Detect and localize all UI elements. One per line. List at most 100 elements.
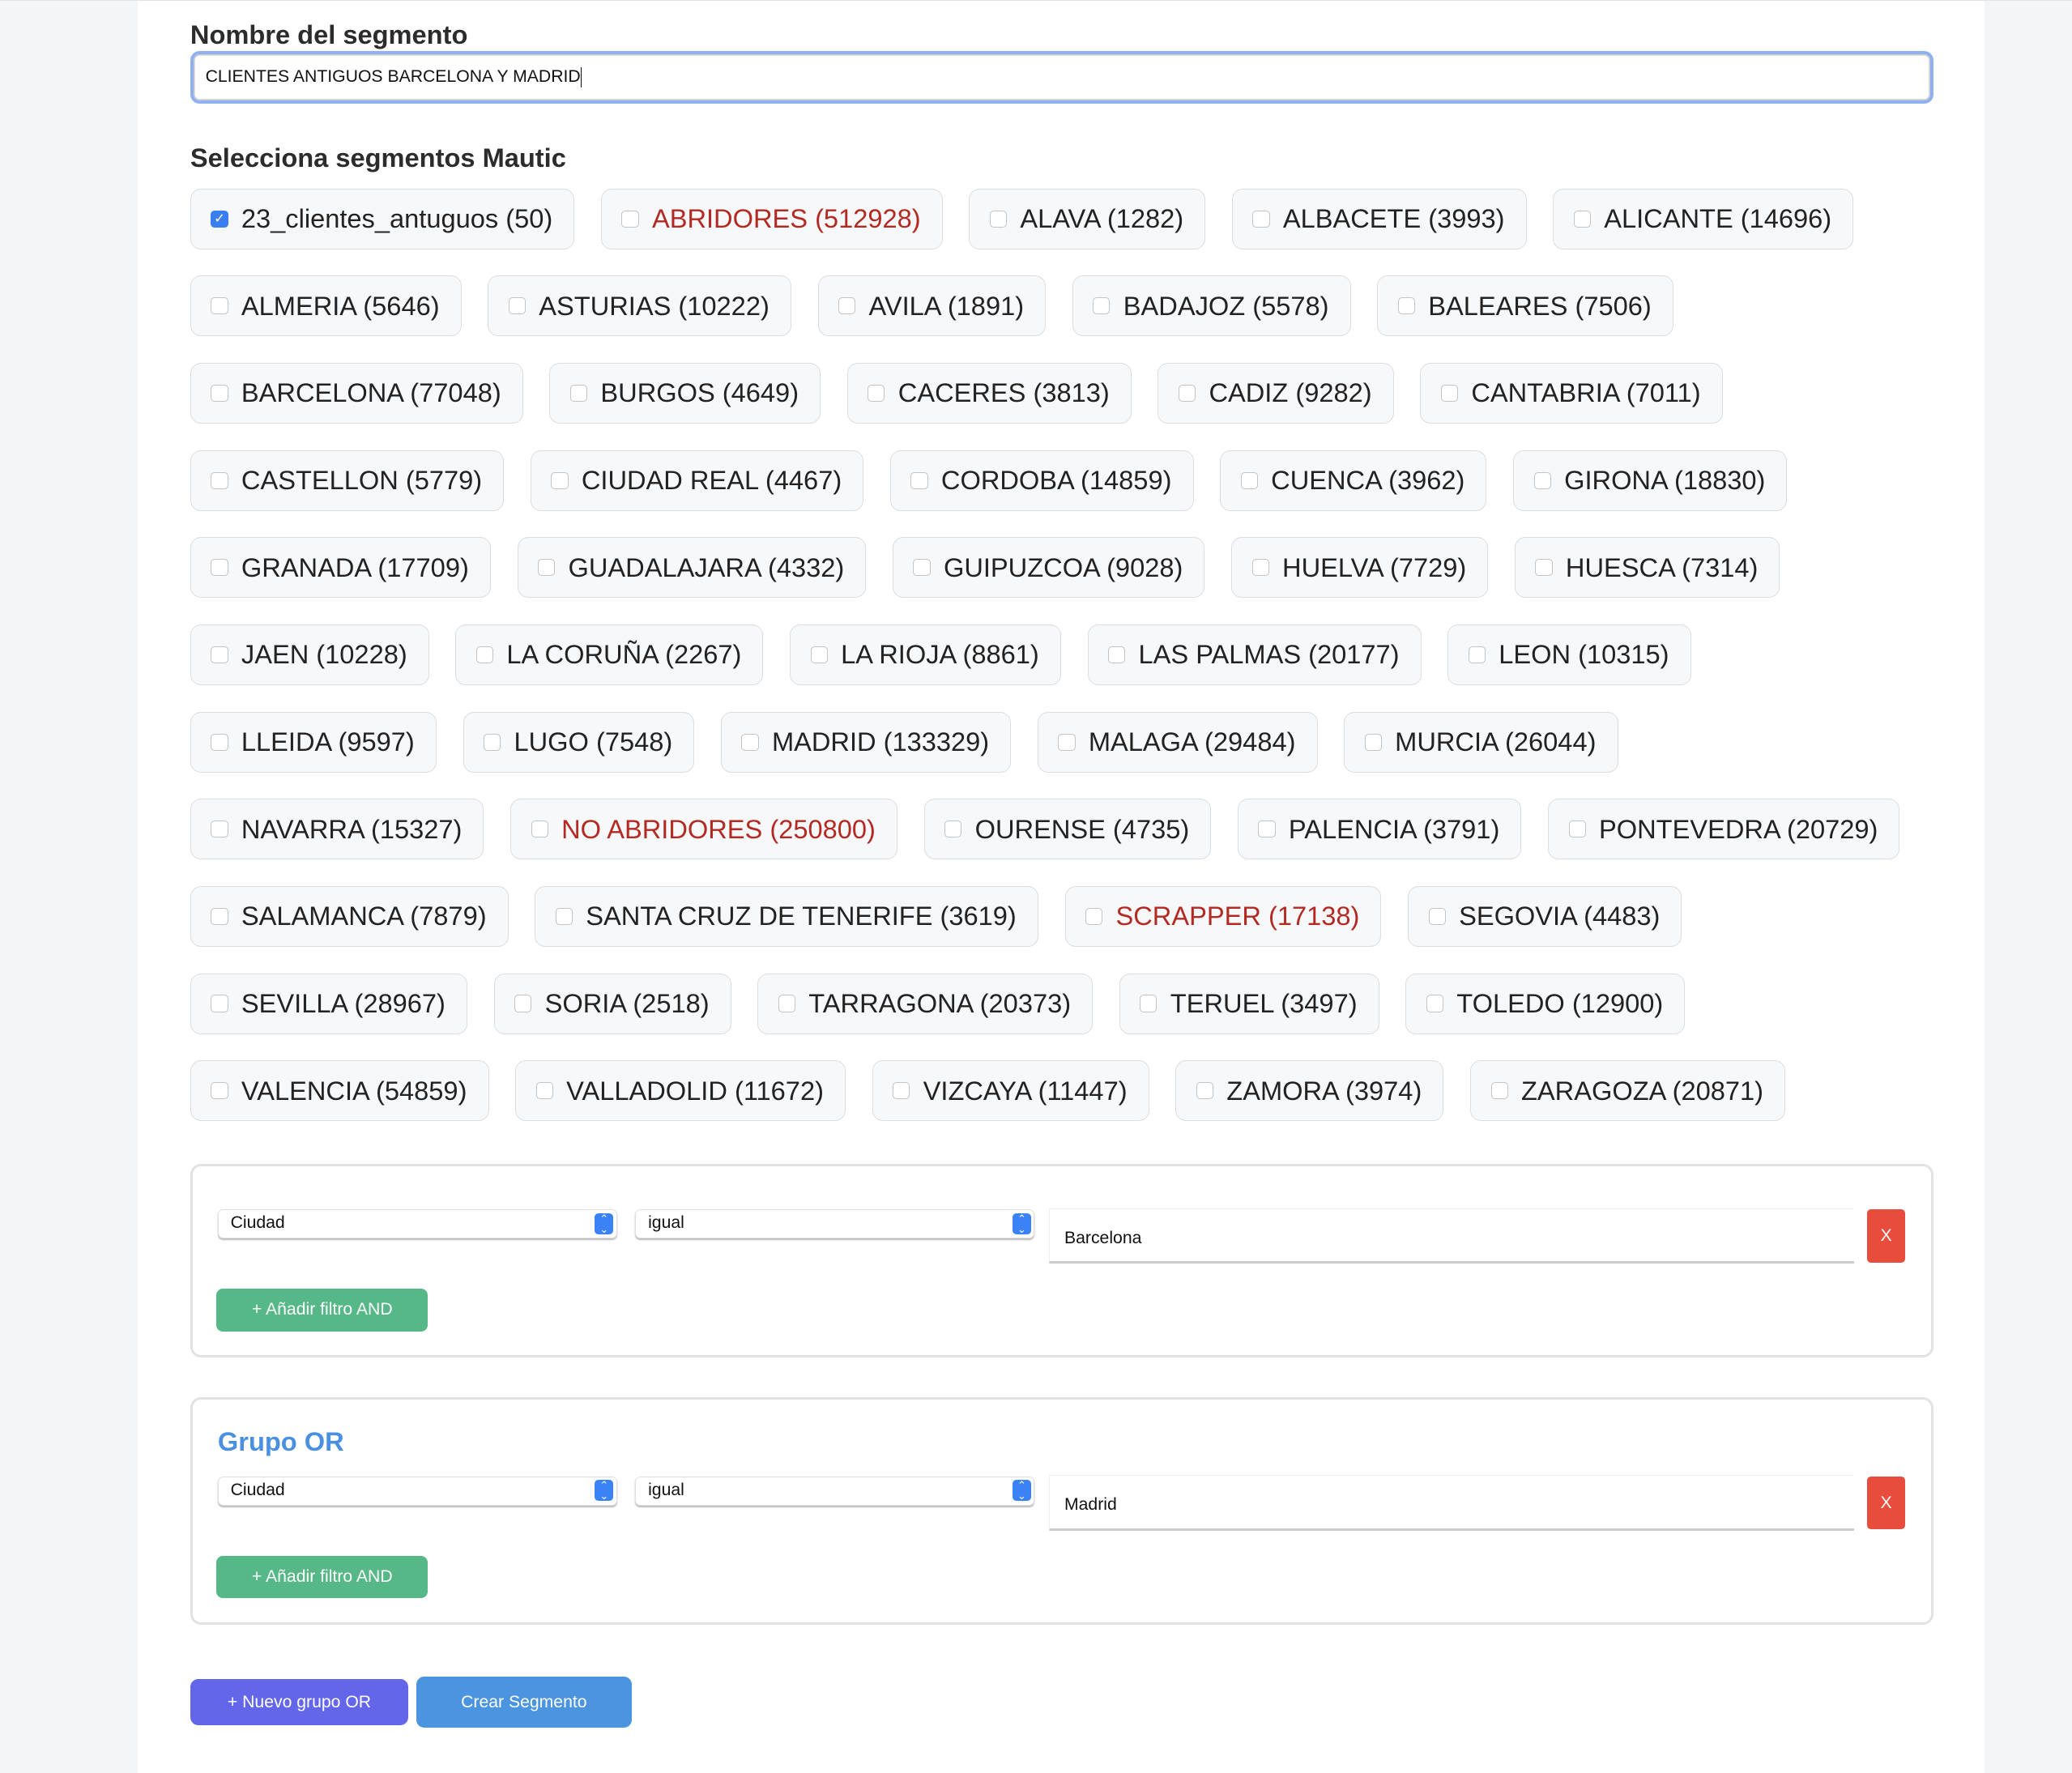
value-input[interactable]: Barcelona [1049, 1208, 1854, 1264]
segment-checkbox-item[interactable]: VIZCAYA (11447) [872, 1060, 1149, 1122]
checkbox-icon[interactable] [1196, 1082, 1213, 1100]
segment-checkbox-item[interactable]: ALICANTE (14696) [1553, 188, 1854, 249]
segment-checkbox-item[interactable]: TERUEL (3497) [1119, 973, 1379, 1034]
checkbox-icon[interactable] [555, 907, 573, 926]
segment-checkbox-item[interactable]: TARRAGONA (20373) [757, 973, 1094, 1034]
remove-filter-button[interactable]: X [1866, 1209, 1906, 1263]
checkbox-icon[interactable] [838, 297, 856, 315]
segment-checkbox-item[interactable]: GUIPUZCOA (9028) [892, 537, 1205, 599]
field-select[interactable]: Ciudad ⌃ ⌄ [217, 1476, 617, 1506]
segment-checkbox-item[interactable]: VALENCIA (54859) [190, 1060, 489, 1122]
segment-checkbox-item[interactable]: VALLADOLID (11672) [515, 1060, 846, 1122]
checkbox-icon[interactable] [1258, 820, 1276, 838]
value-input[interactable]: Madrid [1049, 1475, 1854, 1531]
segment-checkbox-item[interactable]: JAEN (10228) [190, 624, 429, 685]
checkbox-icon[interactable] [475, 646, 494, 664]
segment-checkbox-item[interactable]: MADRID (133329) [720, 711, 1012, 773]
checkbox-icon[interactable] [514, 995, 532, 1012]
segment-checkbox-item[interactable]: LUGO (7548) [463, 711, 695, 773]
checkbox-icon[interactable] [211, 646, 228, 664]
segment-checkbox-item[interactable]: GUADALAJARA (4332) [517, 537, 867, 599]
segment-checkbox-item[interactable]: MALAGA (29484) [1037, 711, 1318, 773]
create-segment-button[interactable]: Crear Segmento [416, 1676, 632, 1728]
segment-checkbox-item[interactable]: CIUDAD REAL (4467) [530, 450, 864, 511]
segment-checkbox-item[interactable]: LA RIOJA (8861) [790, 624, 1061, 685]
checkbox-icon[interactable] [535, 1082, 553, 1100]
checkbox-icon[interactable] [868, 384, 885, 403]
checkbox-icon[interactable] [1533, 471, 1551, 489]
segment-checkbox-item[interactable]: HUESCA (7314) [1514, 537, 1780, 599]
checkbox-icon[interactable] [1468, 646, 1486, 664]
checkbox-icon[interactable] [989, 210, 1007, 228]
checkbox-icon[interactable] [211, 384, 228, 403]
checkbox-icon[interactable] [531, 820, 548, 838]
segment-checkbox-item[interactable]: MURCIA (26044) [1344, 711, 1618, 773]
segment-checkbox-item[interactable]: ASTURIAS (10222) [488, 275, 791, 337]
segment-checkbox-item[interactable]: SANTA CRUZ DE TENERIFE (3619) [535, 885, 1038, 947]
segment-checkbox-item[interactable]: AVILA (1891) [817, 275, 1047, 337]
checkbox-icon[interactable] [1428, 907, 1446, 926]
segment-checkbox-item[interactable]: SEGOVIA (4483) [1408, 885, 1682, 947]
segment-checkbox-item[interactable]: LAS PALMAS (20177) [1087, 624, 1422, 685]
add-and-filter-button[interactable]: + Añadir filtro AND [216, 1555, 428, 1599]
operator-select[interactable]: igual ⌃ ⌄ [635, 1209, 1035, 1239]
checkbox-icon[interactable] [913, 559, 931, 577]
segment-checkbox-item[interactable]: SEVILLA (28967) [190, 973, 467, 1034]
checkbox-icon[interactable] [810, 646, 828, 664]
checkbox-icon[interactable] [1440, 384, 1458, 403]
segment-checkbox-item[interactable]: LLEIDA (9597) [190, 711, 437, 773]
checkbox-icon[interactable] [211, 733, 228, 751]
segment-checkbox-item[interactable]: CASTELLON (5779) [190, 450, 505, 511]
segment-checkbox-item[interactable]: HUELVA (7729) [1231, 537, 1489, 599]
checkbox-icon[interactable] [211, 559, 228, 577]
checkbox-icon[interactable] [211, 907, 228, 926]
checkbox-icon[interactable] [1107, 646, 1126, 664]
segment-checkbox-item[interactable]: NAVARRA (15327) [190, 799, 484, 860]
segment-checkbox-item[interactable]: ALMERIA (5646) [190, 275, 462, 337]
checkbox-icon[interactable] [211, 297, 228, 315]
checkbox-icon[interactable] [1568, 820, 1586, 838]
segment-checkbox-item[interactable]: PONTEVEDRA (20729) [1548, 799, 1900, 860]
segment-checkbox-item[interactable]: LEON (10315) [1447, 624, 1691, 685]
segment-checkbox-item[interactable]: BALEARES (7506) [1377, 275, 1673, 337]
checkbox-icon[interactable] [1252, 210, 1270, 228]
checkbox-icon[interactable] [893, 1082, 910, 1100]
segment-checkbox-item[interactable]: GRANADA (17709) [190, 537, 491, 599]
segment-checkbox-item[interactable]: ZAMORA (3974) [1175, 1060, 1444, 1122]
checkbox-icon[interactable] [211, 820, 228, 838]
segment-checkbox-item[interactable]: BURGOS (4649) [549, 362, 821, 424]
checkbox-icon[interactable] [1240, 471, 1258, 489]
checkbox-icon[interactable] [1364, 733, 1382, 751]
checkbox-icon[interactable] [211, 995, 228, 1012]
segment-checkbox-item[interactable]: SALAMANCA (7879) [190, 885, 509, 947]
segment-checkbox-item[interactable]: ALBACETE (3993) [1231, 188, 1527, 249]
new-or-group-button[interactable]: + Nuevo grupo OR [190, 1678, 409, 1725]
segment-checkbox-item[interactable]: CADIZ (9282) [1158, 362, 1394, 424]
checkbox-icon[interactable] [741, 733, 759, 751]
segment-checkbox-item[interactable]: ✓ 23_clientes_antuguos (50) [190, 188, 575, 249]
checkbox-icon[interactable] [1085, 907, 1103, 926]
checkbox-icon[interactable] [211, 1082, 228, 1100]
checkbox-icon[interactable] [538, 559, 556, 577]
checkbox-icon[interactable] [508, 297, 526, 315]
checkbox-icon[interactable] [1397, 297, 1415, 315]
operator-select[interactable]: igual ⌃ ⌄ [635, 1476, 1035, 1506]
add-and-filter-button[interactable]: + Añadir filtro AND [216, 1289, 428, 1332]
checkbox-icon[interactable] [1140, 995, 1158, 1012]
checkbox-icon[interactable] [1535, 559, 1553, 577]
checkbox-icon[interactable] [211, 471, 228, 489]
checkbox-icon[interactable] [1178, 384, 1196, 403]
segment-checkbox-item[interactable]: CUENCA (3962) [1220, 450, 1487, 511]
checkbox-icon[interactable] [483, 733, 501, 751]
segment-checkbox-item[interactable]: LA CORUÑA (2267) [455, 624, 764, 685]
checkbox-checked-icon[interactable]: ✓ [211, 210, 228, 228]
checkbox-icon[interactable] [569, 384, 588, 403]
checkbox-icon[interactable] [1573, 210, 1591, 228]
segment-checkbox-item[interactable]: BARCELONA (77048) [190, 362, 523, 424]
segment-checkbox-item[interactable]: CACERES (3813) [846, 362, 1132, 424]
segment-checkbox-item[interactable]: OURENSE (4735) [923, 799, 1212, 860]
checkbox-icon[interactable] [621, 210, 639, 228]
checkbox-icon[interactable] [1058, 733, 1076, 751]
remove-filter-button[interactable]: X [1866, 1476, 1906, 1530]
segment-checkbox-item[interactable]: GIRONA (18830) [1513, 450, 1788, 511]
